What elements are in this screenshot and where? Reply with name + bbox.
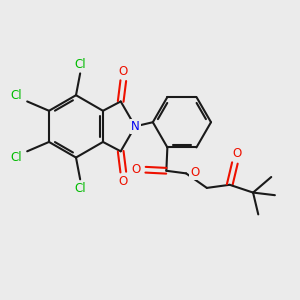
Text: O: O bbox=[119, 65, 128, 78]
Text: N: N bbox=[131, 120, 140, 133]
Text: O: O bbox=[233, 147, 242, 160]
Text: Cl: Cl bbox=[74, 58, 86, 71]
Text: O: O bbox=[119, 175, 128, 188]
Text: Cl: Cl bbox=[10, 89, 22, 102]
Text: O: O bbox=[190, 166, 200, 179]
Text: O: O bbox=[132, 163, 141, 176]
Text: Cl: Cl bbox=[74, 182, 86, 195]
Text: Cl: Cl bbox=[10, 151, 22, 164]
